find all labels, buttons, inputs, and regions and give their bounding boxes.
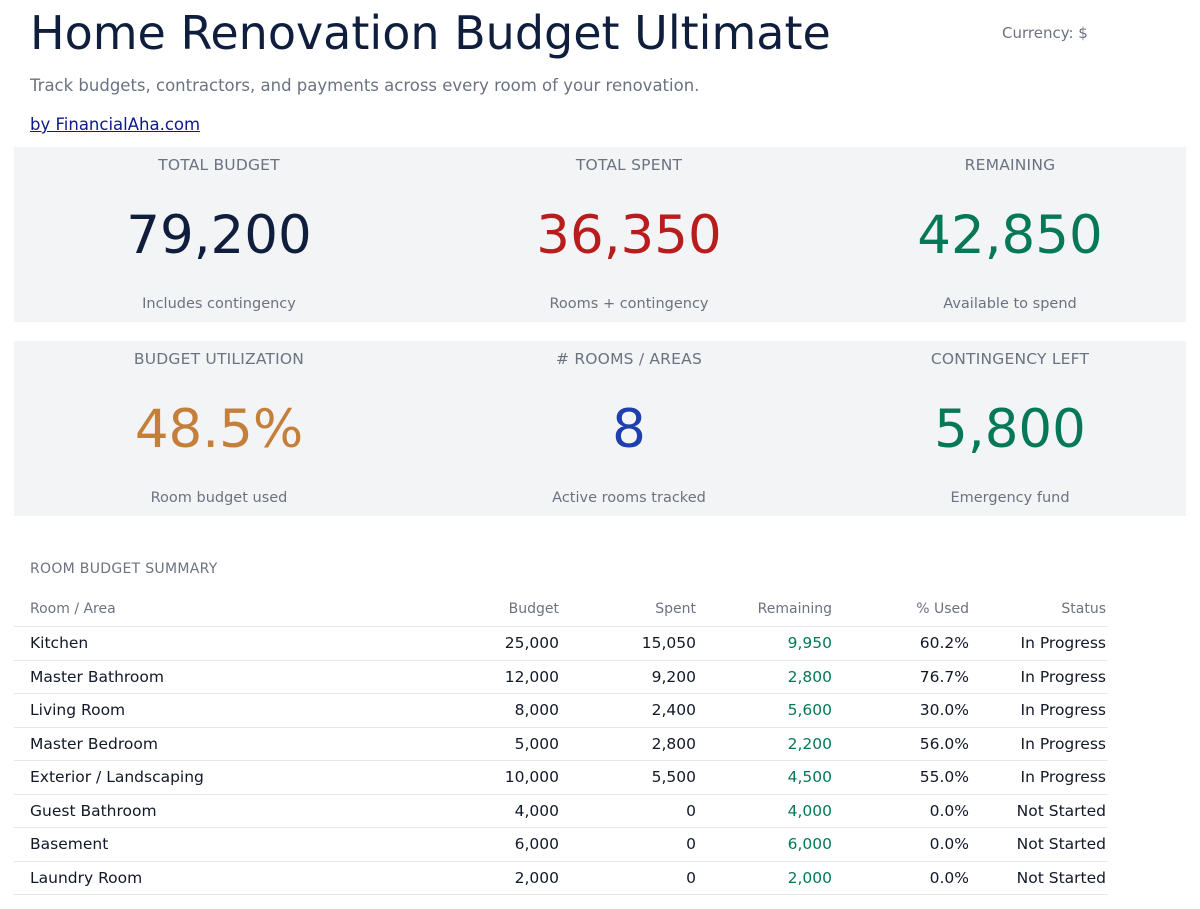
cell-status: In Progress — [1020, 701, 1106, 720]
cell-budget: 8,000 — [514, 701, 559, 720]
cell-budget: 10,000 — [504, 768, 559, 787]
cell-budget: 5,000 — [514, 734, 559, 753]
column-header-remaining: Remaining — [757, 600, 832, 617]
table-row: Kitchen 25,000 15,050 9,950 60.2% In Pro… — [14, 627, 1108, 661]
cell-status: In Progress — [1020, 667, 1106, 686]
kpi-value: 42,850 — [917, 205, 1103, 266]
kpi-value: 79,200 — [126, 205, 312, 266]
cell-pct-used: 55.0% — [919, 768, 969, 787]
column-header-status: Status — [1061, 600, 1106, 617]
cell-room: Guest Bathroom — [30, 801, 157, 820]
kpi-label: # ROOMS / AREAS — [556, 350, 702, 368]
cell-spent: 15,050 — [641, 634, 696, 653]
cell-pct-used: 30.0% — [919, 701, 969, 720]
kpi-budget-utilization: BUDGET UTILIZATION 48.5% Room budget use… — [14, 341, 424, 516]
cell-remaining: 2,000 — [787, 868, 832, 887]
kpi-note: Rooms + contingency — [549, 296, 709, 312]
cell-pct-used: 0.0% — [929, 835, 969, 854]
kpi-value: 8 — [612, 399, 646, 460]
table-header: Room / Area Budget Spent Remaining % Use… — [14, 591, 1108, 627]
cell-room: Master Bathroom — [30, 667, 164, 686]
section-title: ROOM BUDGET SUMMARY — [30, 561, 218, 577]
cell-remaining: 9,950 — [787, 634, 832, 653]
cell-spent: 5,500 — [651, 768, 696, 787]
kpi-note: Includes contingency — [142, 296, 296, 312]
kpi-label: TOTAL BUDGET — [158, 156, 280, 174]
cell-budget: 4,000 — [514, 801, 559, 820]
cell-status: In Progress — [1020, 634, 1106, 653]
cell-spent: 9,200 — [651, 667, 696, 686]
cell-status: Not Started — [1016, 835, 1106, 854]
table-row: Living Room 8,000 2,400 5,600 30.0% In P… — [14, 694, 1108, 728]
kpi-value: 48.5% — [134, 399, 304, 460]
table-row: Exterior / Landscaping 10,000 5,500 4,50… — [14, 761, 1108, 795]
table-row: Master Bedroom 5,000 2,800 2,200 56.0% I… — [14, 728, 1108, 761]
cell-budget: 12,000 — [504, 667, 559, 686]
cell-spent: 0 — [686, 868, 696, 887]
kpi-remaining: REMAINING 42,850 Available to spend — [834, 147, 1186, 322]
column-header-budget: Budget — [508, 600, 559, 617]
cell-room: Living Room — [30, 701, 126, 720]
cell-pct-used: 0.0% — [929, 801, 969, 820]
column-header-spent: Spent — [655, 600, 696, 617]
cell-status: In Progress — [1020, 768, 1106, 787]
cell-room: Kitchen — [30, 634, 89, 653]
table-row: Basement 6,000 0 6,000 0.0% Not Started — [14, 828, 1108, 862]
cell-room: Master Bedroom — [30, 734, 158, 753]
kpi-total-budget: TOTAL BUDGET 79,200 Includes contingency — [14, 147, 424, 322]
cell-pct-used: 56.0% — [919, 734, 969, 753]
kpi-note: Emergency fund — [950, 490, 1070, 506]
cell-pct-used: 0.0% — [929, 868, 969, 887]
cell-spent: 0 — [686, 801, 696, 820]
kpi-row-totals: TOTAL BUDGET 79,200 Includes contingency… — [14, 147, 1186, 322]
table-row: Master Bathroom 12,000 9,200 2,800 76.7%… — [14, 661, 1108, 694]
kpi-value: 36,350 — [536, 205, 722, 266]
cell-status: Not Started — [1016, 801, 1106, 820]
cell-remaining: 2,800 — [787, 667, 832, 686]
table-row: Guest Bathroom 4,000 0 4,000 0.0% Not St… — [14, 795, 1108, 828]
cell-budget: 6,000 — [514, 835, 559, 854]
page-subtitle: Track budgets, contractors, and payments… — [30, 76, 700, 95]
cell-spent: 0 — [686, 835, 696, 854]
cell-budget: 25,000 — [504, 634, 559, 653]
currency-label: Currency: $ — [1002, 24, 1088, 42]
cell-room: Laundry Room — [30, 868, 143, 887]
kpi-contingency-left: CONTINGENCY LEFT 5,800 Emergency fund — [834, 341, 1186, 516]
cell-status: Not Started — [1016, 868, 1106, 887]
room-budget-table: Room / Area Budget Spent Remaining % Use… — [14, 591, 1108, 895]
kpi-label: REMAINING — [964, 156, 1056, 174]
kpi-row-metrics: BUDGET UTILIZATION 48.5% Room budget use… — [14, 341, 1186, 516]
cell-pct-used: 60.2% — [919, 634, 969, 653]
table-row: Laundry Room 2,000 0 2,000 0.0% Not Star… — [14, 862, 1108, 895]
cell-budget: 2,000 — [514, 868, 559, 887]
cell-status: In Progress — [1020, 734, 1106, 753]
kpi-note: Room budget used — [150, 490, 288, 506]
cell-remaining: 4,000 — [787, 801, 832, 820]
kpi-note: Available to spend — [943, 296, 1077, 312]
cell-remaining: 5,600 — [787, 701, 832, 720]
cell-room: Basement — [30, 835, 109, 854]
kpi-note: Active rooms tracked — [552, 490, 706, 506]
kpi-label: CONTINGENCY LEFT — [930, 350, 1090, 368]
kpi-value: 5,800 — [934, 399, 1086, 460]
page-title: Home Renovation Budget Ultimate — [30, 6, 831, 60]
cell-pct-used: 76.7% — [919, 667, 969, 686]
column-header-pct-used: % Used — [916, 600, 969, 617]
kpi-label: TOTAL SPENT — [575, 156, 683, 174]
byline-link[interactable]: by FinancialAha.com — [30, 115, 201, 134]
kpi-label: BUDGET UTILIZATION — [133, 350, 305, 368]
cell-remaining: 2,200 — [787, 734, 832, 753]
cell-spent: 2,400 — [651, 701, 696, 720]
cell-remaining: 4,500 — [787, 768, 832, 787]
column-header-room: Room / Area — [30, 600, 116, 617]
cell-spent: 2,800 — [651, 734, 696, 753]
kpi-rooms-count: # ROOMS / AREAS 8 Active rooms tracked — [424, 341, 834, 516]
cell-room: Exterior / Landscaping — [30, 768, 204, 787]
kpi-total-spent: TOTAL SPENT 36,350 Rooms + contingency — [424, 147, 834, 322]
cell-remaining: 6,000 — [787, 835, 832, 854]
